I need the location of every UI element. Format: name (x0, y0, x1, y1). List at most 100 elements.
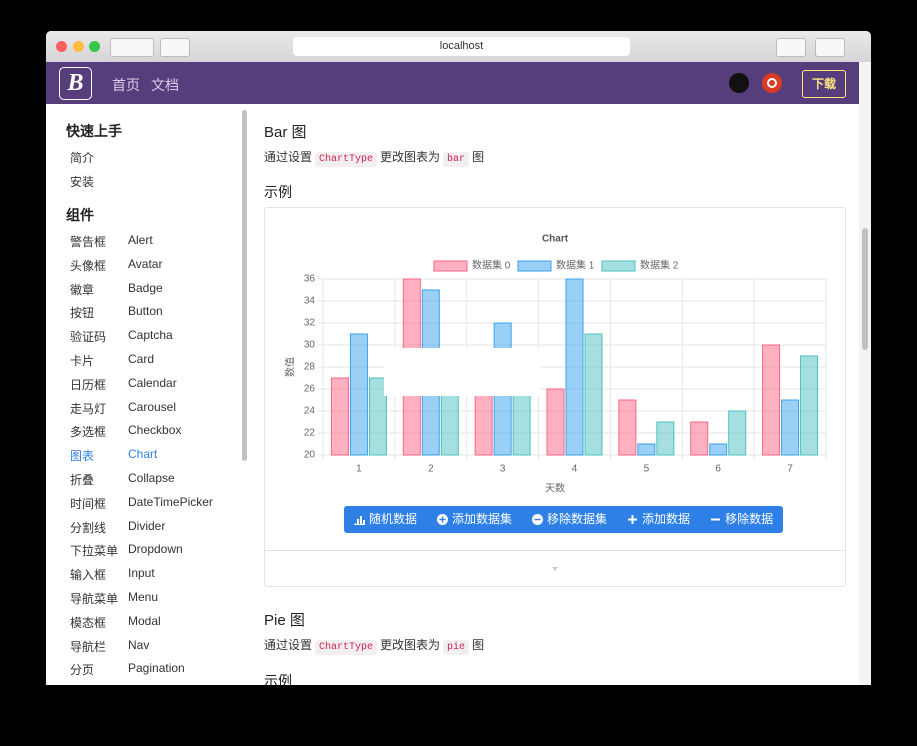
menu-item-en[interactable]: Divider (128, 518, 166, 533)
x-tick-label: 5 (644, 464, 650, 475)
text: 图 (472, 638, 485, 652)
menu-item[interactable]: 验证码 (70, 330, 107, 345)
menu-item-en[interactable]: Captcha (128, 328, 173, 343)
menu-item[interactable]: 警告框 (70, 235, 107, 249)
menu-item-en[interactable]: Input (128, 566, 155, 581)
bar (440, 388, 459, 456)
sidebar-scrollbar[interactable] (242, 110, 247, 461)
menu-item[interactable]: 多选框 (70, 425, 107, 440)
menu-item-en[interactable]: Alert (128, 233, 153, 247)
legend-swatch (517, 260, 552, 272)
button[interactable]: 添加数据 (617, 506, 700, 533)
example-heading: 示例 (264, 673, 292, 685)
menu-item[interactable]: 安装 (70, 175, 95, 189)
menu-item[interactable]: 卡片 (70, 354, 95, 368)
menu-item-en[interactable]: Badge (128, 280, 163, 295)
download-button[interactable]: 下载 (802, 70, 846, 98)
title-bar: localhost (46, 31, 871, 63)
legend-label: 数据集 0 (472, 259, 511, 272)
menu-item-en[interactable]: Menu (128, 590, 159, 604)
menu-item[interactable]: 日历框 (70, 377, 107, 392)
legend-swatch (601, 260, 636, 272)
menu-item[interactable]: 按钮 (70, 306, 95, 321)
menu-item-en[interactable]: Modal (128, 613, 161, 628)
section-heading: Bar 图 (264, 124, 307, 141)
menu-item-en[interactable]: Carousel (128, 399, 177, 414)
button[interactable]: 移除数据集 (522, 506, 617, 533)
demo-card: Chart 天数 数值 20 22 24 26 28 30 32 34 36 数据集 0 数据集 1… (264, 207, 846, 587)
y-axis-label: 数值 (284, 357, 297, 377)
description: 通过设置 ChartType 更改图表为 bar 图 (264, 148, 484, 167)
scroll-thumb[interactable] (862, 228, 868, 350)
bar (565, 278, 584, 456)
menu-item-en[interactable]: Dropdown (128, 542, 183, 557)
icon (628, 515, 638, 524)
gitee-icon[interactable] (762, 73, 782, 93)
menu-item[interactable]: 模态框 (70, 615, 107, 630)
button-label: 移除数据集 (547, 512, 608, 526)
menu-item-en[interactable]: Pagination (128, 661, 185, 676)
nav-link[interactable]: 文档 (151, 77, 179, 93)
section-title: 组件 (66, 207, 94, 223)
menu-item[interactable]: 简介 (70, 151, 95, 165)
menu-item-en[interactable]: Nav (128, 637, 150, 652)
y-tick-label: 24 (304, 406, 316, 417)
menu-item-en[interactable]: Card (128, 352, 155, 366)
back-forward[interactable] (110, 38, 154, 57)
text: 通过设置 (264, 150, 313, 164)
menu-item-en[interactable]: Avatar (128, 256, 163, 271)
github-icon[interactable] (729, 73, 749, 93)
menu-item[interactable]: 头像框 (70, 258, 107, 273)
address-bar[interactable]: localhost (293, 37, 630, 56)
button[interactable]: 随机数据 (344, 506, 427, 533)
y-tick-label: 28 (304, 362, 316, 373)
bar (656, 421, 675, 456)
y-tick-label: 22 (304, 428, 316, 439)
nav-link[interactable]: 首页 (112, 77, 140, 93)
bar (690, 421, 709, 456)
menu-item-en[interactable]: Collapse (128, 471, 175, 485)
button-label: 随机数据 (369, 512, 418, 526)
bar (637, 443, 656, 456)
minimize[interactable] (73, 41, 84, 52)
text: 更改图表为 (380, 638, 441, 652)
menu-item[interactable]: 分割线 (70, 520, 107, 535)
menu-item-en[interactable]: DateTimePicker (128, 494, 213, 509)
expand-caret[interactable] (552, 567, 558, 571)
bar (618, 399, 637, 456)
button[interactable]: 移除数据 (700, 506, 783, 533)
menu-item[interactable]: 徽章 (70, 282, 95, 297)
menu-item[interactable]: 分页 (70, 663, 95, 678)
menu-item-en[interactable]: Checkbox (128, 423, 182, 438)
bar (728, 410, 747, 456)
close[interactable] (56, 41, 67, 52)
divider (265, 550, 845, 551)
menu-item-en[interactable]: Calendar (128, 375, 177, 390)
text: 更改图表为 (380, 150, 441, 164)
x-tick-label: 7 (787, 464, 793, 475)
x-axis-label: 天数 (545, 482, 565, 495)
button[interactable]: 添加数据集 (427, 506, 522, 533)
bar (330, 377, 349, 456)
menu-item[interactable]: 输入框 (70, 568, 107, 583)
menu-item[interactable]: 导航栏 (70, 639, 107, 654)
menu-item[interactable]: 折叠 (70, 473, 95, 487)
x-tick-label: 2 (428, 464, 434, 475)
button-label: 添加数据 (642, 512, 691, 526)
menu-item[interactable]: 走马灯 (70, 401, 107, 416)
menu-item[interactable]: 时间框 (70, 496, 107, 511)
share[interactable] (776, 38, 806, 57)
brand[interactable]: B (59, 67, 92, 100)
inline-code: bar (443, 152, 470, 167)
menu-item[interactable]: 下拉菜单 (70, 544, 119, 559)
menu-item[interactable]: 图表 (70, 449, 95, 464)
menu-item[interactable]: 导航菜单 (70, 592, 119, 606)
icon (354, 516, 365, 525)
menu-item-en[interactable]: Chart (128, 447, 158, 462)
tabs[interactable] (815, 38, 845, 57)
button-label: 添加数据集 (452, 512, 513, 526)
sidebar-toggle[interactable] (160, 38, 190, 57)
zoom[interactable] (89, 41, 100, 52)
menu-item-en[interactable]: Button (128, 304, 163, 319)
